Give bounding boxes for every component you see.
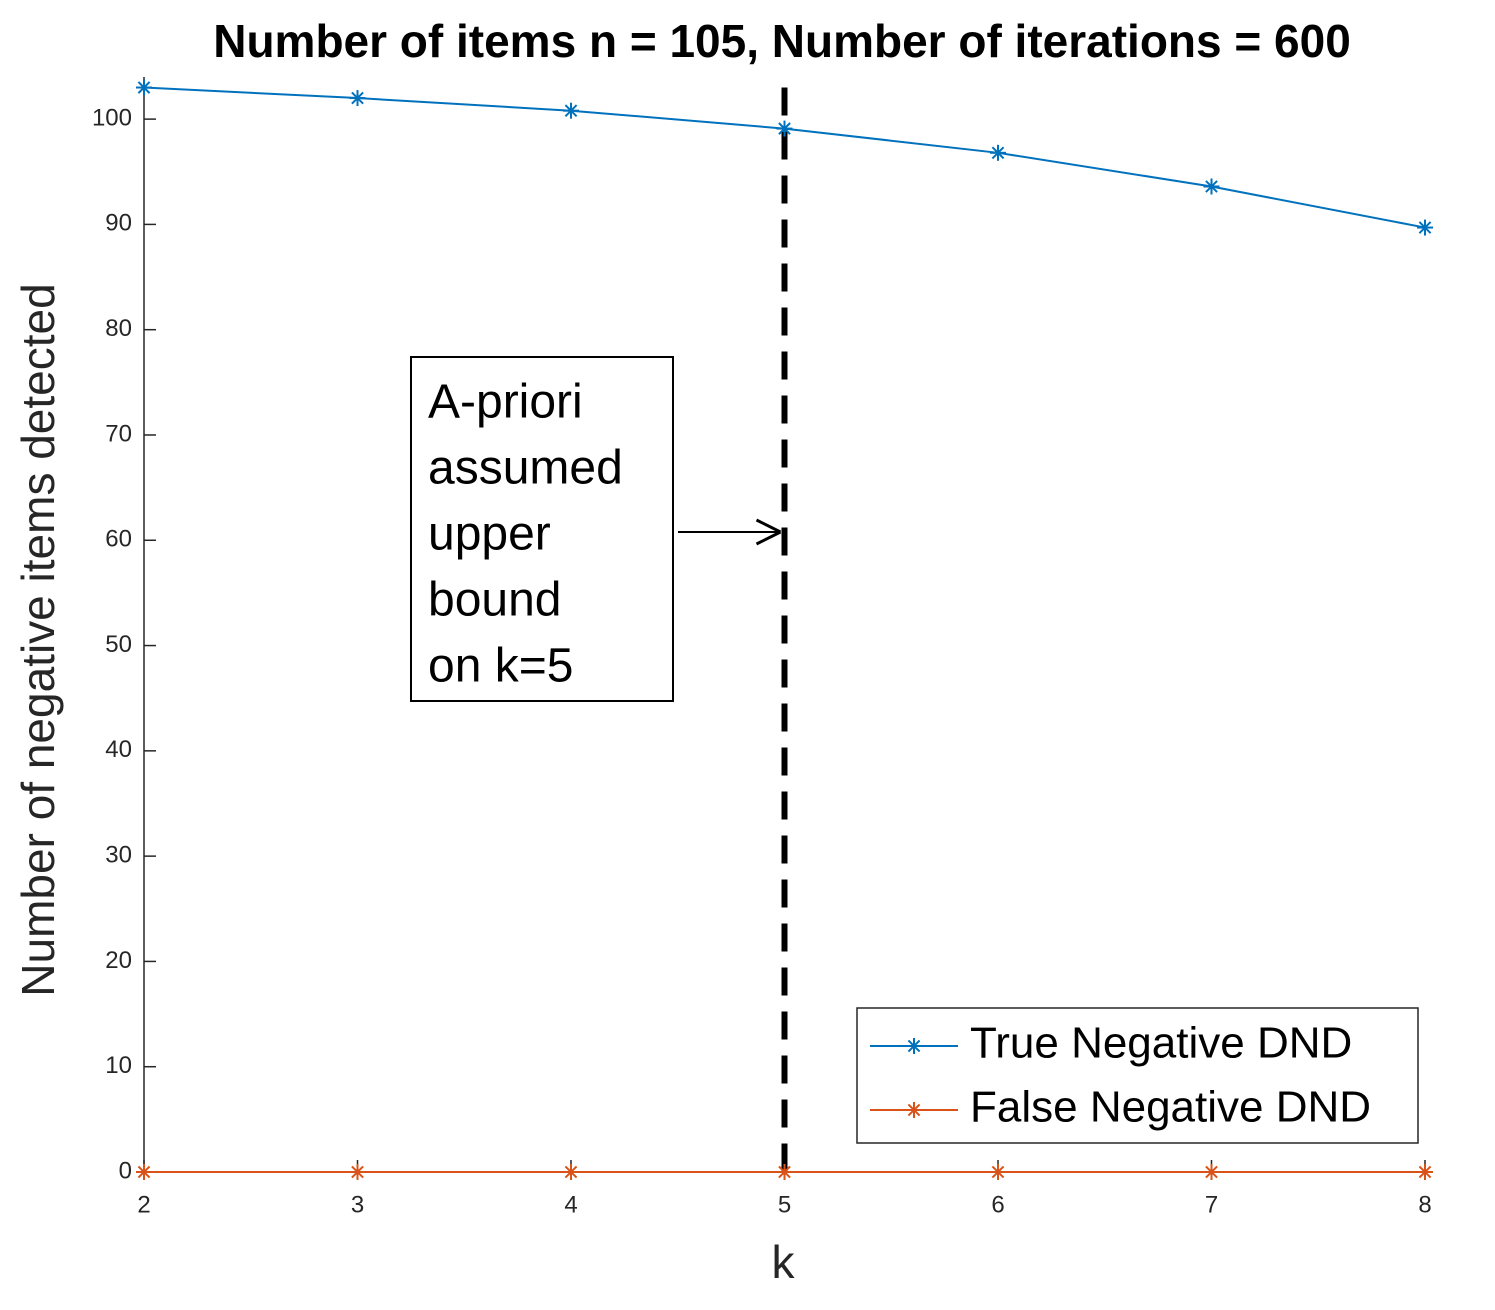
annotation-text: upper <box>428 508 551 561</box>
legend-label: False Negative DND <box>970 1083 1371 1132</box>
legend-marker <box>906 1102 922 1118</box>
marker-stroke <box>1205 1165 1218 1179</box>
data-point <box>563 102 579 119</box>
annotation-text: assumed <box>428 442 623 495</box>
y-tick-label: 80 <box>105 315 132 342</box>
marker-stroke <box>1418 221 1432 234</box>
x-tick-label: 8 <box>1418 1191 1431 1218</box>
annotation-text: bound <box>428 574 561 627</box>
data-point <box>990 1164 1006 1180</box>
y-tick-label: 50 <box>105 631 132 658</box>
marker-stroke <box>991 1165 1005 1179</box>
marker-stroke <box>564 104 578 117</box>
marker-stroke <box>137 81 151 94</box>
marker-stroke <box>351 1165 364 1179</box>
x-tick-label: 2 <box>137 1191 150 1218</box>
y-tick-label: 90 <box>105 210 132 237</box>
x-tick-label: 7 <box>1205 1191 1218 1218</box>
legend-label: True Negative DND <box>970 1019 1352 1068</box>
data-point <box>1417 219 1433 236</box>
y-tick-label: 30 <box>105 841 132 868</box>
data-point <box>349 90 366 107</box>
data-point <box>1417 1164 1433 1180</box>
x-tick-label: 5 <box>778 1191 791 1218</box>
data-point <box>776 1164 793 1180</box>
data-point <box>136 79 152 96</box>
y-tick-label: 100 <box>92 104 132 131</box>
marker-stroke <box>1205 180 1218 193</box>
data-point <box>776 120 793 137</box>
marker-stroke <box>351 91 364 105</box>
marker-stroke <box>137 1165 151 1179</box>
y-tick-label: 60 <box>105 526 132 553</box>
data-point <box>990 144 1006 161</box>
annotation-box <box>410 356 674 702</box>
y-tick-label: 20 <box>105 947 132 974</box>
y-axis-label: Number of negative items detected <box>12 283 64 996</box>
data-point <box>136 1164 152 1180</box>
annotation-text: A-priori <box>428 376 583 429</box>
y-tick-label: 10 <box>105 1052 132 1079</box>
y-tick-label: 70 <box>105 420 132 447</box>
x-axis-label: k <box>772 1236 796 1288</box>
chart-title: Number of items n = 105, Number of itera… <box>213 15 1351 67</box>
data-point <box>1203 1164 1220 1180</box>
marker-stroke <box>1418 1165 1432 1179</box>
x-tick-label: 3 <box>351 1191 364 1218</box>
data-point <box>1203 178 1220 195</box>
marker-stroke <box>907 1039 921 1053</box>
x-tick-label: 6 <box>991 1191 1004 1218</box>
y-tick-label: 40 <box>105 736 132 763</box>
annotation-text: on k=5 <box>428 640 573 693</box>
legend-marker <box>906 1038 922 1054</box>
data-point <box>563 1164 579 1180</box>
marker-stroke <box>778 1165 791 1179</box>
y-tick-label: 0 <box>119 1157 132 1184</box>
legend-box <box>856 1007 1419 1144</box>
marker-stroke <box>991 146 1005 160</box>
arrow-head <box>755 518 782 546</box>
marker-stroke <box>778 122 791 135</box>
data-point <box>349 1164 366 1180</box>
marker-stroke <box>564 1165 578 1179</box>
marker-stroke <box>907 1103 921 1117</box>
x-tick-label: 4 <box>564 1191 577 1218</box>
